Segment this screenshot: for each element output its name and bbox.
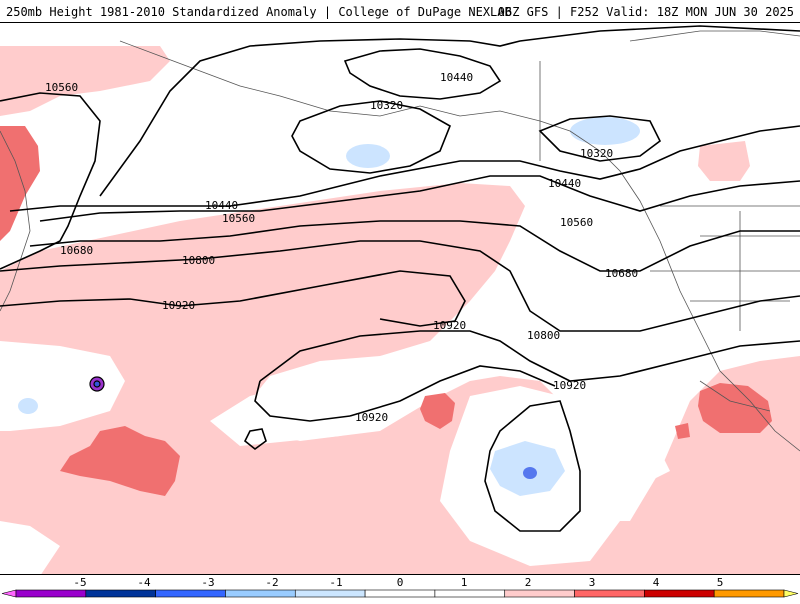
contour-label: 10320 xyxy=(580,147,613,160)
colorbar-swatch xyxy=(434,589,506,598)
model-run-info: 06Z GFS | F252 Valid: 18Z MON JUN 30 202… xyxy=(497,5,794,19)
contour-label: 10440 xyxy=(548,177,581,190)
anomaly-map: 10560 10440 10440 10320 10320 10440 1056… xyxy=(0,22,800,575)
contour-label: 10560 xyxy=(560,216,593,229)
colorbar-tick-label: 5 xyxy=(717,576,724,589)
colorbar-tick-label: 1 xyxy=(461,576,468,589)
colorbar-swatch xyxy=(364,589,436,598)
colorbar-swatch xyxy=(155,589,226,598)
colorbar-legend: -5 -4 -3 -2 -1 0 1 2 3 4 5 xyxy=(0,575,800,600)
colorbar-swatch xyxy=(85,589,156,598)
colorbar-tick-label: -5 xyxy=(73,576,86,589)
coastlines xyxy=(0,30,800,452)
colorbar-swatch xyxy=(713,589,785,598)
contour-label: 10680 xyxy=(605,267,638,280)
colorbar-swatches xyxy=(1,589,799,598)
positive-anomaly-light xyxy=(0,46,800,574)
contour-label: 10920 xyxy=(162,299,195,312)
contour-label: 10320 xyxy=(370,99,403,112)
contour-label: 10920 xyxy=(433,319,466,332)
colorbar-tick-label: -3 xyxy=(201,576,214,589)
contour-label: 10560 xyxy=(45,81,78,94)
contour-label: 10800 xyxy=(527,329,560,342)
colorbar-tick-label: 4 xyxy=(653,576,660,589)
colorbar-swatch xyxy=(294,589,366,598)
contour-label: 10800 xyxy=(182,254,215,267)
contour-label: 10920 xyxy=(553,379,586,392)
colorbar-tick-label: -4 xyxy=(137,576,151,589)
colorbar-tick-labels: -5 -4 -3 -2 -1 0 1 2 3 4 5 xyxy=(73,576,723,589)
colorbar-swatch xyxy=(225,589,296,598)
map-title: 250mb Height 1981-2010 Standardized Anom… xyxy=(6,5,512,19)
contour-label: 10680 xyxy=(60,244,93,257)
positive-anomaly-strong xyxy=(0,126,772,496)
colorbar-tick-label: -2 xyxy=(265,576,278,589)
colorbar-tick-label: 0 xyxy=(397,576,404,589)
colorbar-left-arrow xyxy=(1,589,17,598)
height-contours xyxy=(0,25,800,532)
colorbar-tick-label: 3 xyxy=(589,576,596,589)
contour-label: 10920 xyxy=(355,411,388,424)
colorbar-tick-label: 2 xyxy=(525,576,532,589)
colorbar-swatch xyxy=(574,589,645,598)
contour-label: 10440 xyxy=(205,199,238,212)
map-header: 250mb Height 1981-2010 Standardized Anom… xyxy=(0,0,800,22)
colorbar-swatch xyxy=(504,589,575,598)
colorbar-tick-label: -1 xyxy=(329,576,342,589)
contour-label: 10560 xyxy=(222,212,255,225)
contour-labels: 10560 10440 10440 10320 10320 10440 1056… xyxy=(45,71,638,424)
colorbar-swatch xyxy=(644,589,715,598)
colorbar-right-arrow xyxy=(783,589,799,598)
isolated-low xyxy=(89,376,105,392)
negative-anomaly-strong xyxy=(523,467,537,479)
contour-label: 10440 xyxy=(440,71,473,84)
colorbar-swatch xyxy=(15,589,87,598)
